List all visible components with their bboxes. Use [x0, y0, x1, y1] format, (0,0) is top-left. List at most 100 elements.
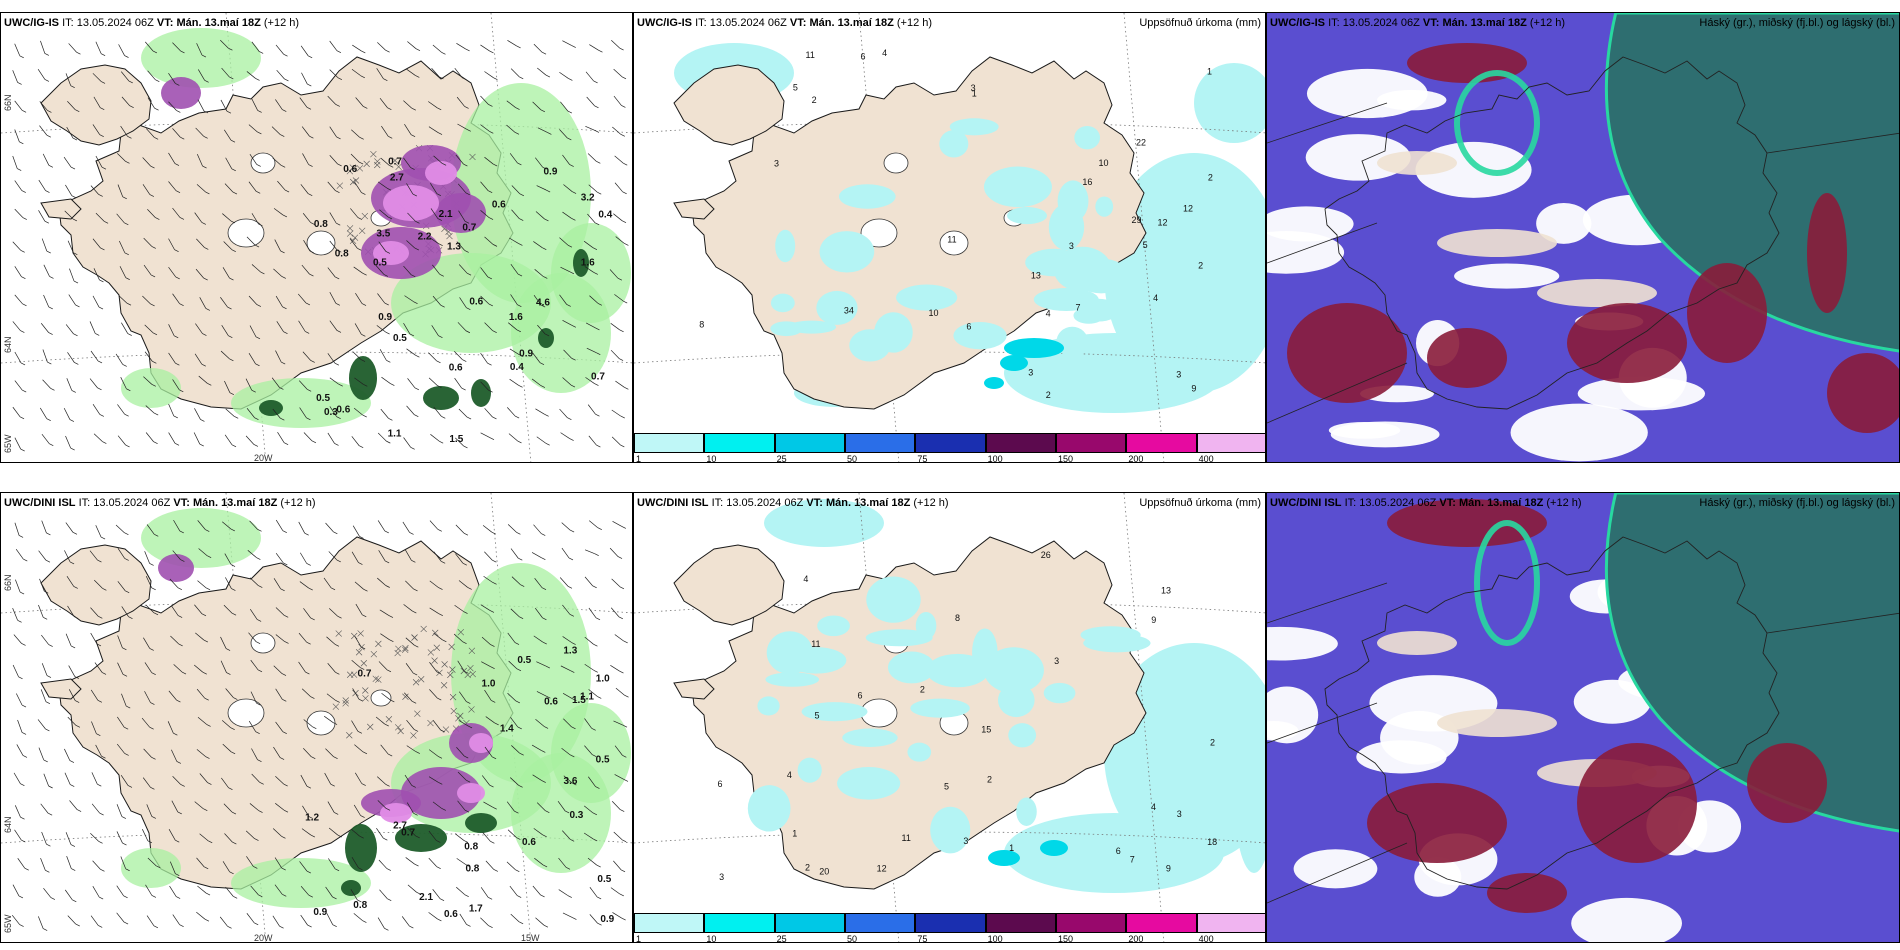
high-cloud-teal [1604, 493, 1899, 833]
acc-value: 2 [1046, 390, 1051, 400]
precip-value: 0.9 [600, 914, 614, 925]
precip-value: 2.7 [390, 173, 404, 184]
wind-barbs [12, 39, 629, 452]
precip-value: 0.9 [519, 348, 533, 359]
colorbar-tick: 200 [1128, 454, 1144, 463]
acc-value: 6 [861, 52, 866, 62]
acc-value: 26 [1041, 550, 1051, 560]
panel-label: Háský (gr.), miðský (fj.bl.) og lágský (… [1699, 497, 1895, 509]
precip-colorbar: 1 10 25 50 75 100 150 200 400 [634, 913, 1265, 942]
precip-value-labels: 0.50.40.6 0.91.30.70.80.50.62.74.60.9 1.63… [314, 156, 613, 444]
map-canvas [1267, 493, 1899, 942]
acc-value: 15 [981, 725, 991, 735]
acc-value: 2 [920, 685, 925, 695]
acc-value: 3 [963, 836, 968, 846]
acc-value: 2 [812, 95, 817, 105]
precip-value: 1.5 [449, 434, 463, 445]
precip-value: 2.1 [419, 892, 433, 903]
acc-value-labels: 1243652347962381110322293413101611125432… [699, 48, 1213, 400]
colorbar-tick: 1 [636, 454, 642, 463]
acc-value: 10 [1098, 158, 1108, 168]
acc-value: 18 [1207, 837, 1217, 847]
lon-label-15w: 15W [521, 933, 540, 943]
colorbar-segment [774, 433, 845, 453]
snow-pink-area [380, 733, 493, 823]
acc-value: 13 [1031, 270, 1041, 280]
precip-dark-area [341, 813, 497, 896]
colorbar-tick: 400 [1198, 934, 1214, 943]
accumulated-precip-panel-row1: UWC/IG-IS IT: 13.05.2024 06Z VT: Mán. 13… [633, 12, 1266, 463]
precip-value: 0.5 [316, 393, 330, 404]
precip-value: 3.5 [376, 229, 390, 240]
panel-title: UWC/IG-IS IT: 13.05.2024 06Z VT: Mán. 13… [1270, 17, 1566, 29]
colorbar-segment [915, 433, 986, 453]
panel-title: UWC/IG-IS IT: 13.05.2024 06Z VT: Mán. 13… [4, 17, 300, 29]
lon-label-20w: 20W [254, 933, 273, 943]
acc-value: 5 [1143, 240, 1148, 250]
precip-value: 2.2 [418, 232, 432, 243]
acc-value: 11 [947, 235, 956, 245]
cloud-cover-panel-row2: UWC/DINI ISL IT: 13.05.2024 06Z VT: Mán.… [1266, 492, 1900, 943]
acc-land-area [747, 576, 1151, 854]
lon-label-20w: 20W [254, 453, 273, 463]
precip-wind-panel-row1: UWC/IG-IS IT: 13.05.2024 06Z VT: Mán. 13… [0, 12, 633, 463]
precip-value: 1.3 [563, 646, 577, 657]
colorbar-tick: 10 [706, 934, 717, 943]
acc-value: 8 [955, 613, 960, 623]
precip-value: 0.5 [393, 333, 407, 344]
precip-value: 0.4 [598, 209, 612, 220]
precip-value: 1.1 [580, 692, 594, 703]
acc-value: 12 [877, 864, 887, 874]
precip-value: 1.6 [581, 258, 595, 269]
precip-dark-area [259, 249, 589, 416]
acc-value: 9 [1151, 615, 1156, 625]
colorbar-segment [704, 913, 775, 933]
precip-value: 0.5 [517, 655, 531, 666]
acc-value: 11 [902, 833, 911, 843]
acc-value: 16 [1082, 177, 1092, 187]
precip-value: 1.4 [500, 724, 514, 735]
precip-value: 0.6 [343, 164, 357, 175]
precip-value: 0.6 [444, 909, 458, 920]
colorbar-segment [1056, 913, 1127, 933]
coastline [1324, 536, 1780, 890]
acc-value: 4 [1151, 802, 1156, 812]
wind-barbs [11, 519, 629, 931]
precip-value: 0.9 [378, 312, 392, 323]
acc-medium-area [988, 840, 1068, 866]
colorbar-segment [985, 913, 1056, 933]
snow-purple-area [158, 554, 493, 819]
colorbar-tick: 200 [1128, 934, 1144, 943]
acc-value: 5 [944, 781, 949, 791]
colorbar-tick: 10 [706, 454, 717, 463]
precip-value: 0.6 [544, 696, 558, 707]
panel-title: UWC/DINI ISL IT: 13.05.2024 06Z VT: Mán.… [1270, 497, 1582, 509]
acc-value: 2 [1198, 260, 1203, 270]
accumulated-precip-panel-row2: UWC/DINI ISL IT: 13.05.2024 06Z VT: Mán.… [633, 492, 1266, 943]
acc-value: 6 [858, 691, 863, 701]
acc-value: 3 [971, 83, 976, 93]
acc-sea-area [764, 499, 1265, 893]
precip-value: 0.3 [569, 810, 583, 821]
precip-value: 0.6 [449, 363, 463, 374]
acc-value: 6 [718, 779, 723, 789]
colorbar-tick: 400 [1198, 454, 1214, 463]
colorbar-segment [1196, 433, 1265, 453]
acc-value: 3 [1177, 809, 1182, 819]
acc-value: 7 [1130, 855, 1135, 865]
precip-value: 1.0 [482, 678, 496, 689]
panel-label: Uppsöfnuð úrkoma (mm) [1139, 497, 1261, 509]
cloud-ring [1474, 520, 1540, 646]
acc-value: 2 [987, 774, 992, 784]
acc-value: 10 [929, 308, 939, 318]
precip-value: 0.4 [510, 362, 524, 373]
precip-value: 0.8 [464, 841, 478, 852]
acc-value: 11 [811, 639, 820, 649]
map-canvas: 0.50.30.90.81.01.11.30.70.62.70.51.20.80… [1, 493, 632, 942]
precip-value: 0.7 [462, 222, 476, 233]
colorbar-tick: 75 [917, 934, 928, 943]
acc-value: 5 [815, 710, 820, 720]
precip-value: 1.5 [572, 695, 586, 706]
precip-value: 1.0 [596, 674, 610, 685]
